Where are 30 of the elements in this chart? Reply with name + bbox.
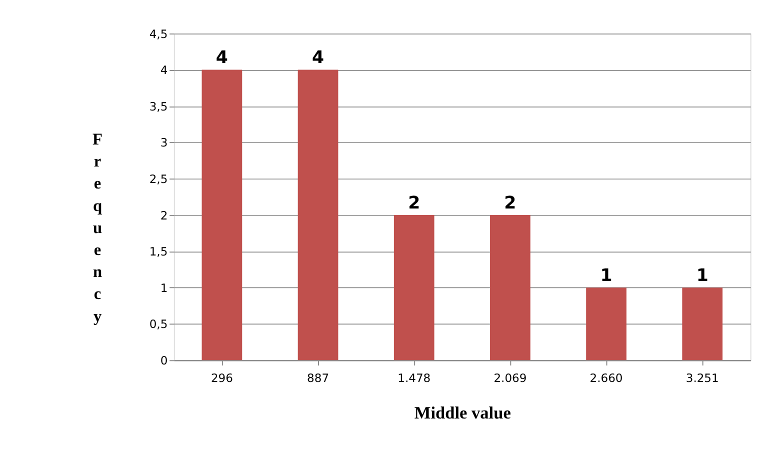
y-tick-label: 0,5 bbox=[149, 317, 168, 332]
y-tick-label: 3 bbox=[160, 136, 168, 150]
data-label: 2 bbox=[408, 193, 420, 214]
data-label: 1 bbox=[600, 266, 612, 286]
x-tick-label: 2.069 bbox=[494, 370, 527, 385]
y-tick-label: 1,5 bbox=[149, 244, 168, 259]
y-tick-label: 4,5 bbox=[149, 26, 168, 41]
data-label: 4 bbox=[216, 48, 228, 68]
bar bbox=[298, 70, 338, 360]
bar bbox=[490, 214, 530, 360]
x-tick-label: 296 bbox=[210, 370, 233, 385]
bar bbox=[202, 70, 242, 360]
bar bbox=[394, 214, 434, 360]
data-label: 2 bbox=[504, 193, 516, 214]
y-tick-label: 2 bbox=[160, 208, 168, 222]
bar bbox=[682, 288, 723, 360]
x-tick-label: 3.251 bbox=[686, 370, 719, 385]
y-tick-label: 3,5 bbox=[149, 99, 168, 114]
data-label: 1 bbox=[696, 266, 708, 286]
y-tick-label: 4 bbox=[160, 63, 168, 78]
x-tick-label: 1.478 bbox=[398, 370, 431, 385]
x-tick-label: 2.660 bbox=[590, 370, 623, 385]
x-axis-title: Middle value bbox=[414, 403, 512, 422]
data-label: 4 bbox=[312, 48, 324, 68]
text: Frequency bbox=[92, 129, 103, 326]
y-tick-label: 2,5 bbox=[149, 172, 168, 186]
y-tick-label: 1 bbox=[160, 280, 168, 295]
x-tick-label: 887 bbox=[307, 370, 330, 385]
y-tick-label: 0 bbox=[160, 354, 168, 368]
bar bbox=[586, 288, 626, 360]
